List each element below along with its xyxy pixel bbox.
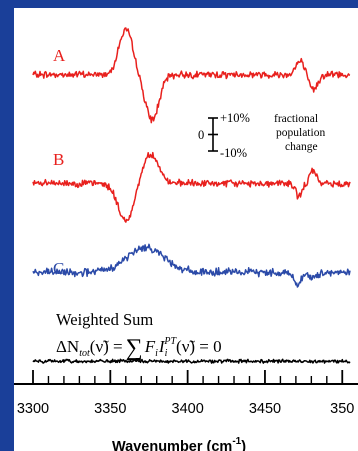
x-tick-label: 350 xyxy=(330,401,354,417)
weighted-sum-label: Weighted Sum xyxy=(56,310,153,329)
scale-minus-label: -10% xyxy=(220,146,247,160)
scale-note-line-1: fractional xyxy=(274,113,318,125)
scale-note-line-3: change xyxy=(285,141,318,153)
series-label-a: A xyxy=(53,46,66,65)
x-axis-title-superscript: -1 xyxy=(232,436,241,447)
equation-factor-f-subscript: i xyxy=(155,348,158,359)
x-axis-title-main: Wavenumber (cm xyxy=(112,439,232,451)
x-tick-label: 3450 xyxy=(249,401,281,417)
trace-b xyxy=(32,151,351,223)
plot-background xyxy=(14,8,358,451)
trace-group xyxy=(32,27,351,364)
equation-lhs-symbol: ΔN xyxy=(56,337,79,356)
x-tick-label: 3300 xyxy=(17,401,49,417)
scale-note-line-2: population xyxy=(276,127,325,139)
equation-text: ΔNtot(ν̃) = ∑ FiIiPT(ν̃) = 0 xyxy=(56,335,222,361)
scale-zero-label: 0 xyxy=(198,128,204,142)
x-axis: 3300 3350 3400 3450 350 xyxy=(14,370,358,417)
trace-a xyxy=(32,27,351,124)
equation-factor-f: F xyxy=(144,337,156,356)
x-tick-label: 3400 xyxy=(172,401,204,417)
series-label-c: C xyxy=(53,259,64,278)
series-label-b: B xyxy=(53,150,64,169)
scale-plus-label: +10% xyxy=(220,111,250,125)
x-tick-label: 3350 xyxy=(94,401,126,417)
equation-sum-symbol: ∑ xyxy=(126,335,143,361)
equation-rhs-argument: (ν̃) = 0 xyxy=(176,337,222,356)
equation-factor-i-subscript: i xyxy=(165,348,168,359)
scale-bar: 0 +10% -10% fractional population change xyxy=(198,111,325,160)
trace-c xyxy=(32,243,351,288)
equation-factor-i-superscript: PT xyxy=(163,336,177,347)
x-axis-title: Wavenumber (cm-1) xyxy=(112,436,246,451)
equation-lhs-subscript: tot xyxy=(79,348,90,359)
x-axis-title-close: ) xyxy=(241,439,246,451)
equation-lhs-argument: (ν̃) = xyxy=(90,337,123,356)
equation: ΔNtot(ν̃) = ∑ FiIiPT(ν̃) = 0 xyxy=(56,335,222,361)
trace-weighted-sum xyxy=(32,358,351,364)
equation-factor-i: I xyxy=(158,337,166,356)
